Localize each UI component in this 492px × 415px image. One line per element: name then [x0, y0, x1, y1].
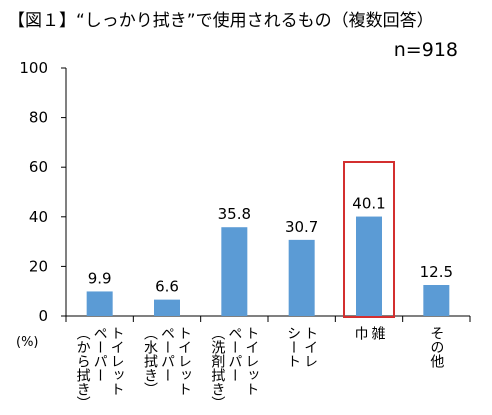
category-label: 巾: [353, 326, 369, 340]
data-label: 6.6: [155, 278, 179, 296]
highlight-box: [343, 161, 395, 318]
category-label: （水拭き）: [142, 326, 158, 396]
y-tick-label: 0: [38, 307, 48, 325]
y-axis-unit: (%): [16, 335, 39, 350]
y-tick-label: 20: [29, 257, 48, 275]
bar: [221, 227, 248, 316]
axes: [65, 68, 471, 322]
category-label: ペーパー: [92, 326, 108, 382]
category-label: トイレット: [176, 326, 192, 396]
category-label: ペーパー: [226, 326, 242, 382]
y-tick-label: 40: [29, 208, 48, 226]
bar: [356, 216, 382, 316]
data-label: 9.9: [88, 269, 112, 287]
category-label: トイレット: [109, 326, 125, 396]
chart-title: 【図１】“しっかり拭き”で使用されるもの（複数回答）: [8, 10, 434, 31]
data-label: 12.5: [420, 263, 453, 281]
category-label: シート: [285, 326, 301, 368]
category-label: 雑: [370, 326, 386, 340]
category-label: ペーパー: [159, 326, 175, 382]
category-label: トイレ: [302, 326, 318, 368]
category-label: トイレット: [243, 326, 259, 396]
sample-size-note: n=918: [394, 39, 458, 61]
data-label: 40.1: [352, 195, 385, 213]
data-label: 35.8: [218, 205, 251, 223]
y-tick-label: 80: [29, 109, 48, 127]
bar: [154, 299, 180, 316]
category-label: その他: [428, 326, 444, 369]
value-labels: 9.9 6.6 35.8 30.7 40.1 12.5: [88, 195, 453, 296]
category-label: （洗剤拭き）: [209, 326, 225, 410]
bar: [288, 239, 315, 316]
bars: [86, 216, 450, 316]
bar: [86, 291, 113, 316]
data-label: 30.7: [285, 218, 318, 236]
category-label: （から拭き）: [75, 326, 91, 410]
bar: [423, 285, 450, 316]
y-tick-label: 100: [19, 59, 48, 77]
y-axis-ticks: 0 20 40 60 80 100: [19, 59, 66, 325]
y-tick-label: 60: [29, 158, 48, 176]
